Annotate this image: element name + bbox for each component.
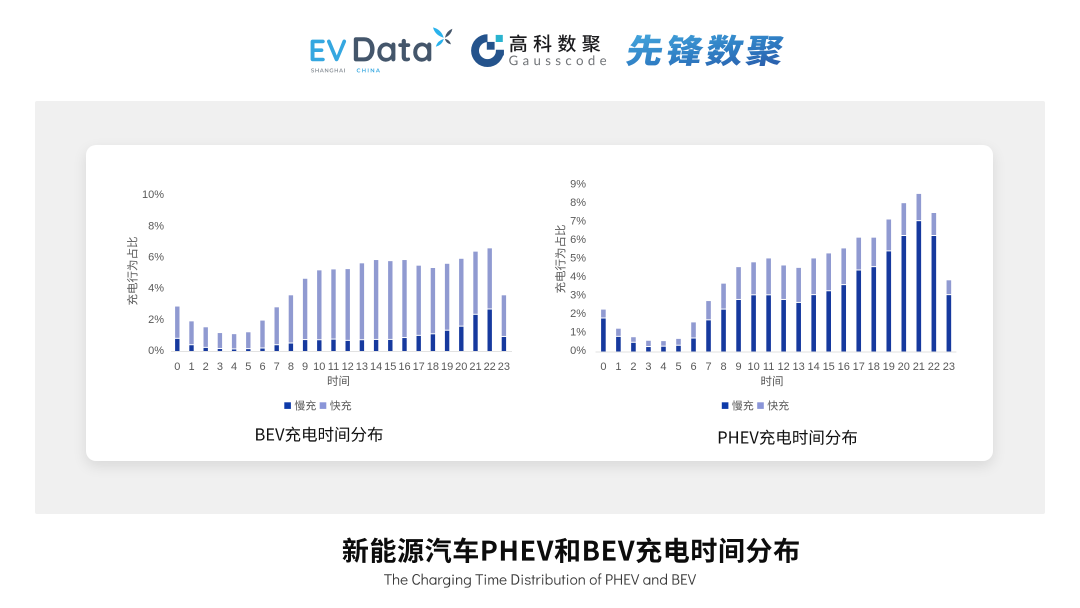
svg-text:2%: 2%	[148, 314, 164, 326]
svg-text:2: 2	[630, 361, 636, 373]
svg-text:16: 16	[398, 361, 410, 373]
svg-text:20: 20	[898, 361, 910, 373]
svg-text:7%: 7%	[570, 215, 586, 227]
svg-text:9: 9	[736, 361, 742, 373]
svg-text:4%: 4%	[148, 283, 164, 295]
svg-text:7: 7	[274, 361, 280, 373]
svg-text:5: 5	[675, 361, 681, 373]
svg-text:23: 23	[943, 361, 955, 373]
svg-text:15: 15	[384, 361, 396, 373]
svg-text:21: 21	[469, 361, 481, 373]
svg-text:10: 10	[313, 361, 325, 373]
svg-text:12: 12	[778, 361, 790, 373]
svg-text:2: 2	[203, 361, 209, 373]
svg-text:10: 10	[747, 361, 759, 373]
svg-text:16: 16	[838, 361, 850, 373]
svg-text:23: 23	[498, 361, 510, 373]
svg-text:4: 4	[231, 361, 237, 373]
svg-text:3: 3	[217, 361, 223, 373]
svg-text:11: 11	[328, 361, 339, 373]
svg-text:17: 17	[853, 361, 865, 373]
svg-text:4%: 4%	[570, 271, 586, 283]
svg-text:0: 0	[600, 361, 606, 373]
svg-text:17: 17	[413, 361, 425, 373]
svg-text:0%: 0%	[570, 345, 586, 357]
svg-text:5%: 5%	[570, 252, 586, 264]
svg-text:6: 6	[259, 361, 265, 373]
svg-text:19: 19	[883, 361, 895, 373]
svg-text:3%: 3%	[570, 290, 586, 302]
svg-text:5: 5	[245, 361, 251, 373]
svg-text:22: 22	[484, 361, 496, 373]
svg-text:0%: 0%	[148, 345, 164, 357]
svg-text:18: 18	[868, 361, 880, 373]
svg-text:14: 14	[370, 361, 382, 373]
svg-text:15: 15	[823, 361, 835, 373]
svg-text:6%: 6%	[570, 234, 586, 246]
svg-text:1: 1	[615, 361, 621, 373]
svg-text:8%: 8%	[148, 220, 164, 232]
svg-text:10%: 10%	[142, 189, 164, 201]
svg-text:12: 12	[342, 361, 354, 373]
svg-text:9: 9	[302, 361, 308, 373]
svg-text:0: 0	[174, 361, 180, 373]
svg-text:1: 1	[188, 361, 194, 373]
svg-text:13: 13	[793, 361, 805, 373]
svg-text:13: 13	[356, 361, 368, 373]
svg-text:3: 3	[645, 361, 651, 373]
svg-text:4: 4	[660, 361, 666, 373]
svg-text:20: 20	[455, 361, 467, 373]
svg-text:8%: 8%	[570, 197, 586, 209]
svg-text:8: 8	[288, 361, 294, 373]
svg-text:22: 22	[928, 361, 940, 373]
svg-text:18: 18	[427, 361, 439, 373]
svg-text:1%: 1%	[570, 327, 586, 339]
svg-text:6%: 6%	[148, 252, 164, 264]
svg-text:7: 7	[705, 361, 711, 373]
svg-text:6: 6	[690, 361, 696, 373]
svg-text:9%: 9%	[570, 178, 586, 190]
svg-text:8: 8	[720, 361, 726, 373]
svg-text:14: 14	[808, 361, 820, 373]
svg-text:2%: 2%	[570, 308, 586, 320]
svg-text:19: 19	[441, 361, 453, 373]
svg-text:11: 11	[763, 361, 774, 373]
svg-text:21: 21	[913, 361, 925, 373]
